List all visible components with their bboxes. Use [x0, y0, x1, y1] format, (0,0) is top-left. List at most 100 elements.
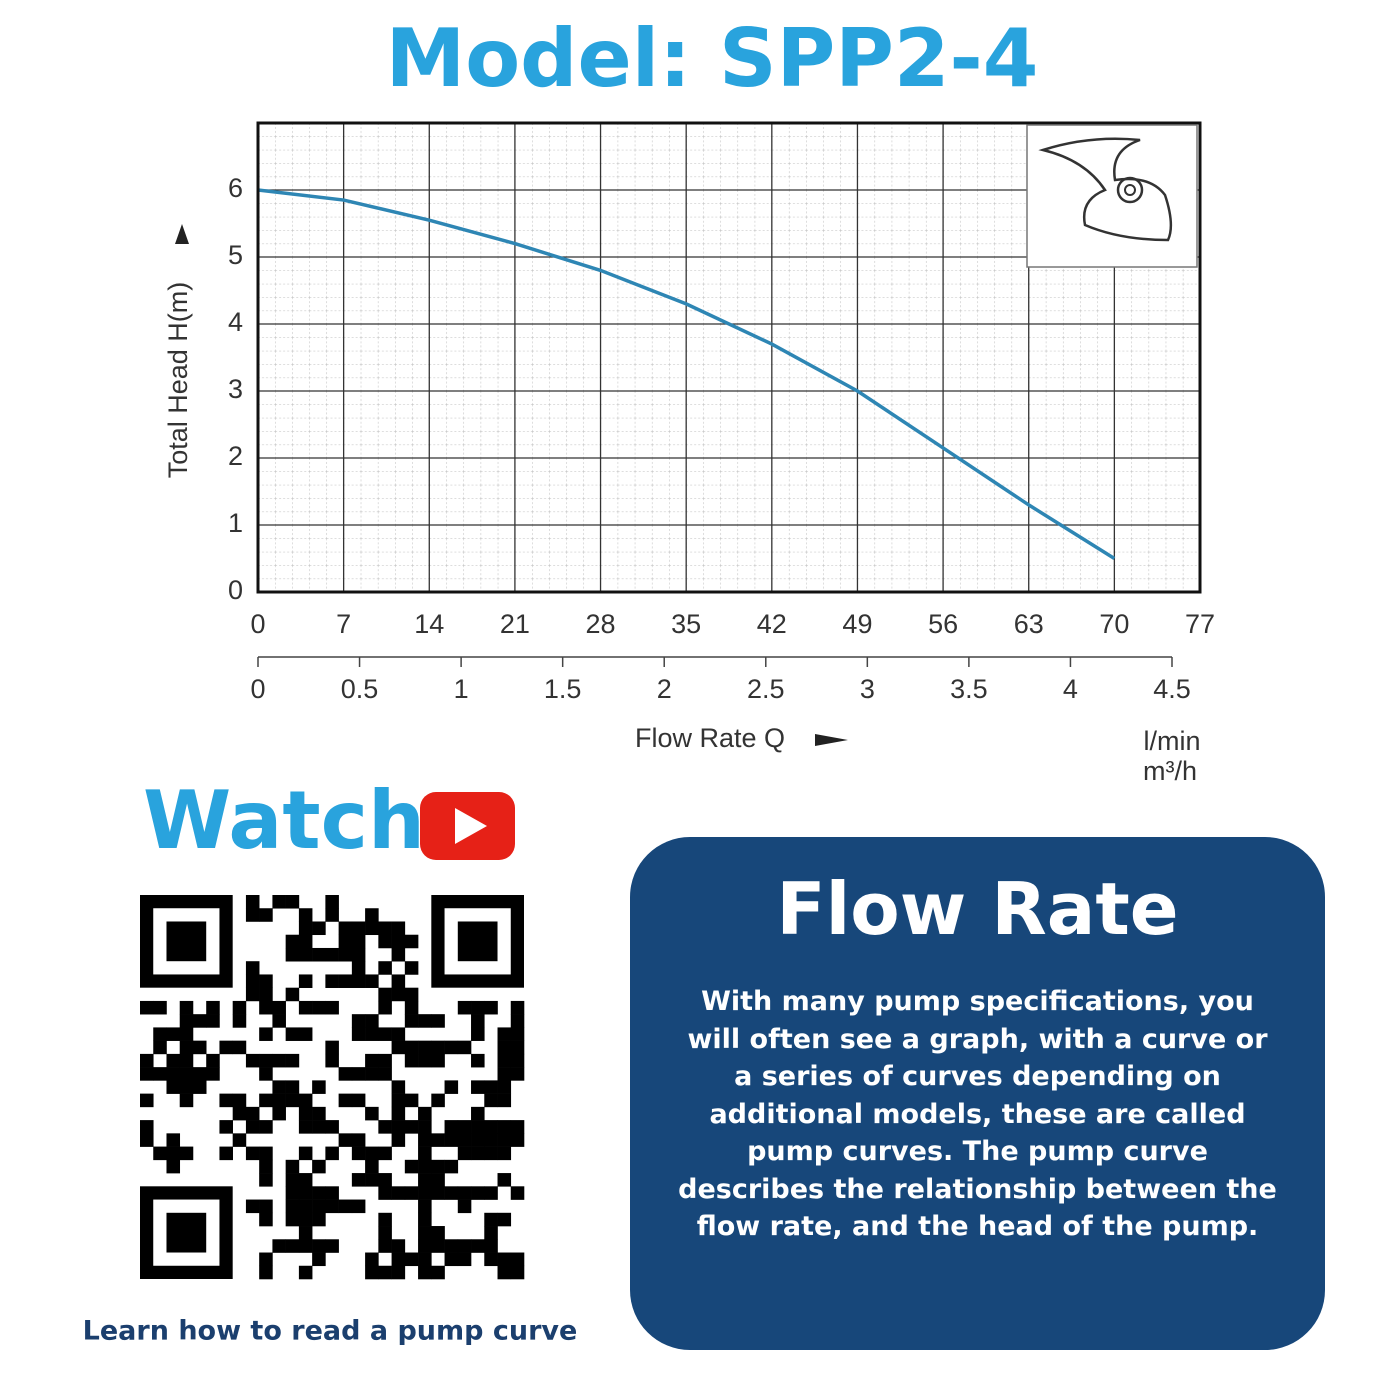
qr-module — [391, 974, 406, 988]
qr-module — [166, 1159, 181, 1174]
qr-module — [365, 1252, 379, 1267]
qr-module — [391, 1186, 406, 1200]
qr-module — [285, 947, 300, 962]
qr-module — [259, 1120, 273, 1134]
qr-module — [245, 961, 260, 975]
qr-module — [245, 1199, 260, 1214]
qr-module — [351, 1146, 366, 1161]
qr-module — [457, 1146, 472, 1161]
qr-module — [378, 921, 392, 936]
qr-module — [431, 1014, 445, 1028]
qr-module — [391, 1080, 406, 1094]
qr-module — [325, 1199, 339, 1214]
qr-module — [338, 1067, 353, 1081]
qr-module — [484, 1186, 498, 1200]
x-axis-label: Flow Rate Q — [635, 723, 785, 753]
qr-module — [312, 1199, 326, 1214]
qr-module — [298, 947, 313, 962]
qr-module — [259, 1093, 273, 1108]
qr-module — [325, 1186, 339, 1200]
qr-module — [457, 1000, 472, 1015]
qr-module — [338, 921, 353, 936]
qr-module — [351, 1199, 366, 1214]
qr-module — [391, 1106, 406, 1121]
qr-module — [285, 895, 300, 909]
qr-module — [391, 1265, 406, 1280]
qr-module — [471, 1186, 485, 1200]
qr-module — [338, 1093, 353, 1108]
qr-module — [153, 1027, 167, 1041]
qr-module — [510, 1040, 525, 1055]
qr-module — [325, 1146, 339, 1161]
qr-module — [179, 1040, 194, 1055]
qr-module — [206, 1014, 220, 1028]
qr-module — [391, 947, 406, 962]
qr-module — [497, 1120, 512, 1134]
qr-module — [378, 1173, 392, 1187]
qr-module — [378, 961, 392, 975]
youtube-icon[interactable] — [420, 792, 515, 860]
qr-module — [510, 1027, 525, 1041]
qr-module — [298, 908, 313, 922]
qr-module — [484, 1252, 498, 1267]
qr-module — [312, 1106, 326, 1121]
qr-module — [232, 1040, 247, 1055]
qr-module — [457, 1199, 472, 1214]
qr-module — [272, 1106, 286, 1121]
qr-module — [259, 1199, 273, 1214]
qr-module — [431, 1186, 445, 1200]
qr-module — [351, 1093, 366, 1108]
qr-module — [378, 1226, 392, 1240]
y-arrow — [175, 224, 189, 244]
qr-module — [351, 1067, 366, 1081]
y-tick-label: 4 — [228, 307, 243, 337]
qr-code[interactable] — [140, 895, 525, 1280]
qr-module — [510, 1067, 525, 1081]
qr-module — [418, 1239, 432, 1253]
qr-module — [471, 1014, 485, 1028]
qr-module — [312, 1239, 326, 1253]
qr-module — [351, 947, 366, 962]
qr-module — [351, 934, 366, 949]
qr-module — [298, 1027, 313, 1041]
qr-module — [192, 1014, 207, 1028]
qr-module — [259, 1252, 273, 1267]
qr-module — [391, 1093, 406, 1108]
y-tick-label: 6 — [228, 173, 243, 203]
qr-module — [431, 1053, 445, 1068]
qr-module — [497, 1067, 512, 1081]
qr-module — [471, 1120, 485, 1134]
qr-module — [338, 974, 353, 988]
qr-module — [471, 1027, 485, 1041]
qr-module — [298, 1173, 313, 1187]
y-tick-label: 1 — [228, 508, 243, 538]
qr-module — [457, 1186, 472, 1200]
qr-module — [444, 1040, 459, 1055]
x-tick-label: 7 — [336, 609, 351, 639]
qr-module — [497, 1265, 512, 1280]
qr-module — [418, 1120, 432, 1134]
qr-module — [206, 1053, 220, 1068]
qr-module — [431, 1093, 445, 1108]
qr-module — [457, 1120, 472, 1134]
qr-module — [259, 1000, 273, 1015]
qr-module — [166, 1067, 181, 1081]
qr-module — [471, 1133, 485, 1147]
qr-module — [418, 1014, 432, 1028]
qr-module — [206, 1067, 220, 1081]
qr-module — [153, 1067, 167, 1081]
x-tick-label: 21 — [500, 609, 530, 639]
qr-module — [497, 1027, 512, 1041]
qr-module — [497, 1173, 512, 1187]
qr-module — [418, 1199, 432, 1214]
qr-module — [444, 1120, 459, 1134]
qr-module — [471, 1239, 485, 1253]
x-tick-label: 28 — [586, 609, 616, 639]
qr-module — [510, 1000, 525, 1015]
qr-module — [431, 1265, 445, 1280]
qr-module — [365, 974, 379, 988]
qr-module — [272, 1014, 286, 1028]
qr-finder — [166, 921, 207, 962]
qr-module — [510, 1120, 525, 1134]
